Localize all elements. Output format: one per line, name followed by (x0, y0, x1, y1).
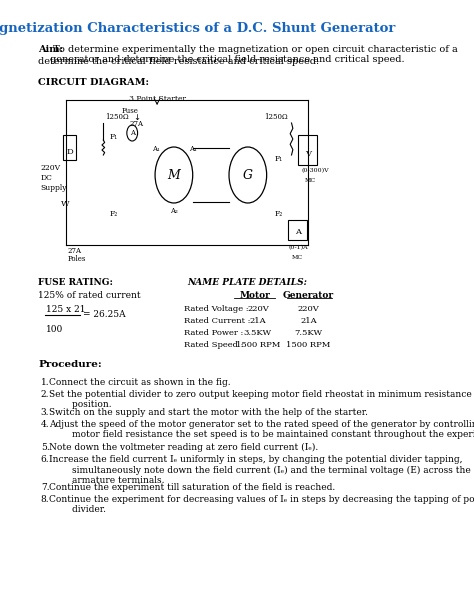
Circle shape (155, 147, 193, 203)
Text: To determine experimentally the magnetization or open circuit characteristic of : To determine experimentally the magnetiz… (50, 45, 457, 64)
Text: 1.: 1. (41, 378, 49, 387)
Text: 2.: 2. (41, 390, 49, 399)
Text: 220V: 220V (41, 164, 61, 172)
Text: W: W (61, 200, 70, 208)
Text: = 26.25A: = 26.25A (83, 310, 126, 319)
Text: Continue the experiment till saturation of the field is reached.: Continue the experiment till saturation … (49, 483, 335, 492)
Text: Poles: Poles (68, 255, 86, 263)
Text: F₁: F₁ (275, 155, 283, 163)
Text: F₁: F₁ (110, 133, 118, 141)
Text: Rated Current :: Rated Current : (184, 317, 250, 325)
Text: MC: MC (292, 255, 302, 260)
Text: (0-1)A: (0-1)A (288, 245, 308, 250)
Text: F₂: F₂ (110, 210, 118, 218)
Text: Increase the field current Iₑ uniformly in steps, by changing the potential divi: Increase the field current Iₑ uniformly … (49, 455, 474, 485)
Text: Procedure:: Procedure: (38, 360, 102, 369)
Text: 125% of rated current: 125% of rated current (38, 291, 141, 300)
Text: MC: MC (305, 178, 316, 183)
Text: ↓: ↓ (133, 113, 140, 122)
Text: 220V: 220V (298, 305, 319, 313)
Text: FUSE RATING:: FUSE RATING: (38, 278, 113, 287)
Text: V: V (305, 150, 310, 158)
Text: 3.: 3. (41, 408, 49, 417)
Text: 220V: 220V (247, 305, 269, 313)
Text: Note down the voltmeter reading at zero field current (Iₑ).: Note down the voltmeter reading at zero … (49, 443, 318, 452)
Circle shape (127, 125, 137, 141)
Bar (288, 220, 307, 240)
Text: A: A (294, 228, 301, 236)
Text: Rated Speed :: Rated Speed : (184, 341, 244, 349)
Bar (298, 135, 317, 165)
Text: Connect the circuit as shown in the fig.: Connect the circuit as shown in the fig. (49, 378, 230, 387)
Text: 3.5KW: 3.5KW (244, 329, 272, 337)
Text: A₁: A₁ (152, 145, 160, 153)
Text: 1250Ω: 1250Ω (264, 113, 288, 121)
Text: 8.: 8. (41, 495, 49, 504)
Text: 4.: 4. (41, 420, 49, 429)
Text: 7.: 7. (41, 483, 49, 492)
Bar (63, 135, 76, 160)
Text: Rated Voltage :: Rated Voltage : (184, 305, 248, 313)
Text: NAME PLATE DETAILS:: NAME PLATE DETAILS: (187, 278, 307, 287)
Text: M: M (167, 169, 180, 181)
Text: D: D (66, 148, 73, 156)
Text: 6.: 6. (41, 455, 49, 464)
Text: Rated Power :: Rated Power : (184, 329, 243, 337)
Text: A: A (130, 129, 135, 137)
Text: (0-300)V: (0-300)V (301, 168, 329, 173)
Text: G: G (243, 169, 253, 181)
Text: Magnetization Characteristics of a D.C. Shunt Generator: Magnetization Characteristics of a D.C. … (0, 22, 395, 35)
Text: 125 x 21: 125 x 21 (46, 305, 86, 314)
Text: Generator: Generator (283, 291, 334, 300)
Text: 27A: 27A (68, 247, 82, 255)
Text: 21A: 21A (250, 317, 266, 325)
Text: 1250Ω: 1250Ω (105, 113, 129, 121)
Text: 3 Point Starter: 3 Point Starter (128, 95, 186, 103)
Text: Fuse: Fuse (122, 107, 138, 115)
Text: A₂: A₂ (170, 207, 178, 215)
Text: CIRCUIT DIAGRAM:: CIRCUIT DIAGRAM: (38, 78, 149, 87)
Text: 5.: 5. (41, 443, 50, 452)
Text: Supply: Supply (41, 184, 67, 192)
Text: 7.5KW: 7.5KW (294, 329, 322, 337)
Text: 1500 RPM: 1500 RPM (236, 341, 280, 349)
Text: determine the critical field resistance and critical speed.: determine the critical field resistance … (38, 57, 319, 66)
Text: DC: DC (41, 174, 53, 182)
Text: 100: 100 (46, 325, 64, 334)
Text: F₂: F₂ (275, 210, 283, 218)
Circle shape (229, 147, 267, 203)
Text: Continue the experiment for decreasing values of Iₑ in steps by decreasing the t: Continue the experiment for decreasing v… (49, 495, 474, 514)
Text: Aim:: Aim: (38, 45, 63, 54)
Text: Motor: Motor (239, 291, 270, 300)
Text: 27A: 27A (130, 120, 144, 128)
Text: A₁: A₁ (189, 145, 197, 153)
Text: 1500 RPM: 1500 RPM (286, 341, 330, 349)
Text: 21A: 21A (300, 317, 317, 325)
Text: Set the potential divider to zero output keeping motor field rheostat in minimum: Set the potential divider to zero output… (49, 390, 472, 409)
Text: Adjust the speed of the motor generator set to the rated speed of the generator : Adjust the speed of the motor generator … (49, 420, 474, 440)
Text: Switch on the supply and start the motor with the help of the starter.: Switch on the supply and start the motor… (49, 408, 368, 417)
